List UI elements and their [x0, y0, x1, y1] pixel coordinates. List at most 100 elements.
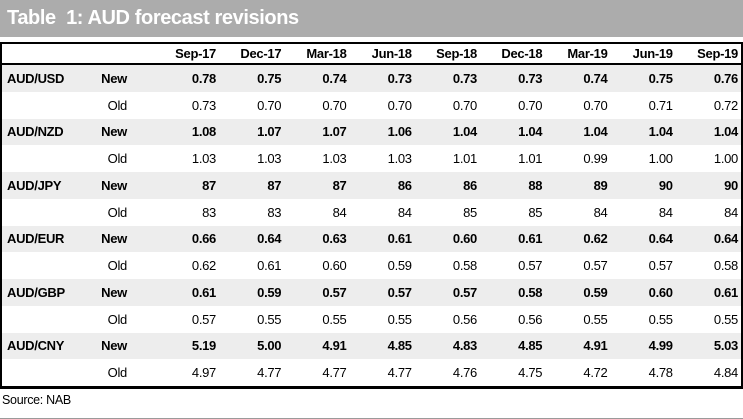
- col-header: Mar-18: [306, 46, 347, 61]
- value-cell: 0.55: [583, 311, 608, 327]
- value-cell: 4.77: [322, 365, 347, 381]
- value-cell: 1.00: [713, 151, 738, 167]
- value-cell: 4.83: [452, 338, 477, 354]
- footer: Source: NAB: [0, 389, 743, 419]
- table-row: AUD/USD New 0.78 0.75 0.74 0.73 0.73 0.73 0.74 0.…: [2, 65, 741, 92]
- value-cell: 1.04: [713, 124, 738, 140]
- value-cell: 84: [724, 204, 738, 220]
- value-cell: 5.03: [713, 338, 738, 354]
- col-header: Sep-17: [175, 46, 216, 61]
- value-cell: 0.74: [322, 70, 347, 86]
- col-header: Sep-19: [697, 46, 738, 61]
- value-cell: 0.73: [518, 70, 543, 86]
- value-cell: 88: [528, 177, 543, 193]
- value-cell: 1.03: [322, 151, 347, 167]
- series-label: New: [101, 231, 127, 247]
- pair-label: AUD/CNY: [7, 338, 65, 354]
- value-cell: 1.03: [257, 151, 282, 167]
- source-note: Source: NAB: [2, 393, 71, 407]
- col-header: Jun-18: [371, 46, 412, 61]
- value-cell: 0.55: [322, 311, 347, 327]
- value-cell: 5.00: [257, 338, 282, 354]
- value-cell: 4.78: [648, 365, 673, 381]
- value-cell: 0.57: [387, 284, 412, 300]
- value-cell: 0.58: [452, 258, 477, 274]
- pair-label: AUD/EUR: [7, 231, 65, 247]
- value-cell: 0.56: [452, 311, 477, 327]
- value-cell: 0.99: [583, 151, 608, 167]
- value-cell: 1.01: [518, 151, 543, 167]
- table-row: AUD/CNY New 5.19 5.00 4.91 4.85 4.83 4.85 4.91 4.…: [2, 332, 741, 360]
- series-label: Old: [107, 204, 128, 220]
- value-cell: 4.91: [583, 338, 608, 354]
- value-cell: 90: [658, 177, 673, 193]
- table-row: Old 1.03 1.03 1.03 1.03 1.01 1.01 0.99 1.00 1.00: [2, 145, 741, 172]
- value-cell: 1.04: [583, 124, 608, 140]
- value-cell: 0.55: [648, 311, 673, 327]
- value-cell: 0.64: [257, 231, 282, 247]
- value-cell: 0.70: [518, 97, 543, 113]
- series-label: New: [101, 338, 127, 354]
- table-row: Old 4.97 4.77 4.77 4.77 4.76 4.75 4.72 4.78 4.84: [2, 359, 741, 386]
- series-label: Old: [107, 311, 128, 327]
- pair-label: AUD/GBP: [7, 284, 65, 300]
- value-cell: 0.59: [257, 284, 282, 300]
- value-cell: 0.70: [452, 97, 477, 113]
- value-cell: 4.77: [257, 365, 282, 381]
- value-cell: 4.99: [648, 338, 673, 354]
- value-cell: 0.70: [387, 97, 412, 113]
- series-label: New: [101, 124, 127, 140]
- value-cell: 0.58: [713, 258, 738, 274]
- value-cell: 0.61: [713, 284, 738, 300]
- value-cell: 1.03: [387, 151, 412, 167]
- series-label: Old: [107, 365, 128, 381]
- table-row: AUD/NZD New 1.08 1.07 1.07 1.06 1.04 1.04 1.04 1.…: [2, 118, 741, 146]
- table-row: AUD/GBP New 0.61 0.59 0.57 0.57 0.57 0.58 0.59 0.…: [2, 279, 741, 306]
- series-label: New: [101, 177, 127, 193]
- table-row: AUD/JPY New 87 87 87 86 86 88 89 90 90: [2, 172, 741, 199]
- value-cell: 4.76: [452, 365, 477, 381]
- header-row: Sep-17 Dec-17 Mar-18 Jun-18 Sep-18 Dec-18 Mar-…: [2, 44, 741, 65]
- value-cell: 0.61: [257, 258, 282, 274]
- value-cell: 1.00: [648, 151, 673, 167]
- value-cell: 0.62: [583, 231, 608, 247]
- title-bar: Table 1: AUD forecast revisions: [0, 0, 743, 37]
- value-cell: 1.07: [322, 124, 347, 140]
- value-cell: 0.61: [518, 231, 543, 247]
- value-cell: 83: [202, 204, 216, 220]
- pair-label: AUD/JPY: [7, 177, 62, 193]
- value-cell: 0.60: [322, 258, 347, 274]
- value-cell: 1.03: [191, 151, 216, 167]
- value-cell: 84: [332, 204, 347, 220]
- value-cell: 87: [332, 177, 347, 193]
- value-cell: 87: [202, 177, 216, 193]
- value-cell: 89: [593, 177, 608, 193]
- value-cell: 1.04: [452, 124, 477, 140]
- value-cell: 0.60: [648, 284, 673, 300]
- value-cell: 0.57: [648, 258, 673, 274]
- value-cell: 4.72: [583, 365, 608, 381]
- value-cell: 0.57: [191, 311, 216, 327]
- series-label: New: [101, 284, 127, 300]
- value-cell: 0.57: [518, 258, 543, 274]
- value-cell: 0.59: [583, 284, 608, 300]
- value-cell: 0.61: [387, 231, 412, 247]
- value-cell: 0.61: [191, 284, 216, 300]
- value-cell: 1.04: [648, 124, 673, 140]
- series-label: Old: [107, 258, 128, 274]
- value-cell: 5.19: [191, 338, 216, 354]
- forecast-table: Sep-17 Dec-17 Mar-18 Jun-18 Sep-18 Dec-18 Mar-…: [0, 42, 743, 389]
- value-cell: 1.04: [518, 124, 543, 140]
- value-cell: 0.73: [452, 70, 477, 86]
- series-label: New: [101, 70, 127, 86]
- table-row: Old 0.73 0.70 0.70 0.70 0.70 0.70 0.70 0.71 0.72: [2, 91, 741, 119]
- value-cell: 0.75: [648, 70, 673, 86]
- value-cell: 0.62: [191, 258, 216, 274]
- table-title: Table 1: AUD forecast revisions: [7, 7, 299, 29]
- col-header: Jun-19: [632, 46, 673, 61]
- value-cell: 0.64: [648, 231, 673, 247]
- value-cell: 4.85: [387, 338, 412, 354]
- value-cell: 4.97: [191, 365, 216, 381]
- value-cell: 0.64: [713, 231, 738, 247]
- value-cell: 0.57: [452, 284, 477, 300]
